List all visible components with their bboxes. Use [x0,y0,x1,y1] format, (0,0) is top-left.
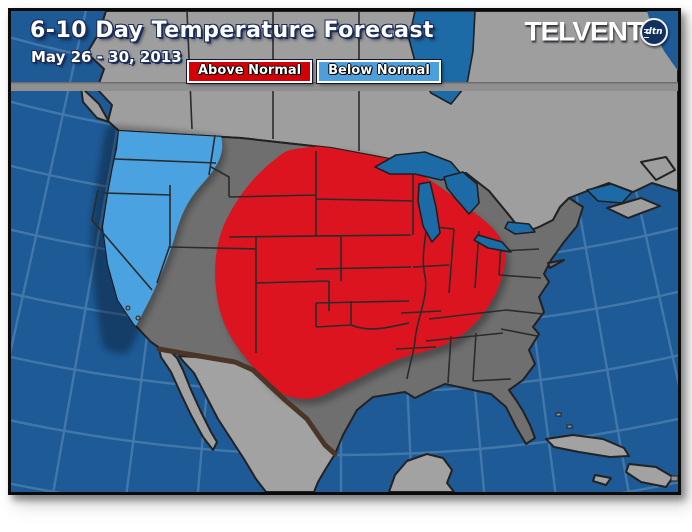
legend: Above Normal Below Normal [187,60,441,83]
dtn-globe-icon: dtn [640,18,668,46]
vancouver-island [80,86,110,123]
jamaica-island [592,474,612,486]
great-lakes [374,151,536,253]
cuba-island [545,434,630,458]
legend-below-normal-button[interactable]: Below Normal [317,60,441,83]
lake-ontario [504,221,536,235]
lake-erie [473,234,512,253]
legend-above-normal-button[interactable]: Above Normal [187,60,313,83]
lake-huron [443,171,480,215]
gulf-st-lawrence [586,183,633,204]
small-islands [125,305,678,482]
below-normal-region [103,131,223,349]
baja-peninsula [158,348,218,451]
page-title: 6-10 Day Temperature Forecast [30,18,435,43]
dtn-speed-lines-icon [644,29,649,38]
telvent-wordmark: TELVENT [524,16,644,47]
map-frame: 6-10 Day Temperature Forecast May 26 - 3… [8,8,681,495]
date-range: May 26 - 30, 2013 [31,48,182,66]
dtn-badge-label: dtn [645,27,663,37]
yucatan-peninsula [388,453,455,492]
lake-michigan [417,181,441,243]
hispaniola-island [625,463,674,488]
us-mexico-border [156,346,338,457]
state-borders [91,11,544,384]
nova-scotia [606,197,661,219]
telvent-dtn-logo: TELVENT dtn [525,16,668,48]
newfoundland-island [640,156,676,181]
separator-bar [11,82,678,91]
forecast-map [11,11,678,492]
long-island [547,259,565,269]
